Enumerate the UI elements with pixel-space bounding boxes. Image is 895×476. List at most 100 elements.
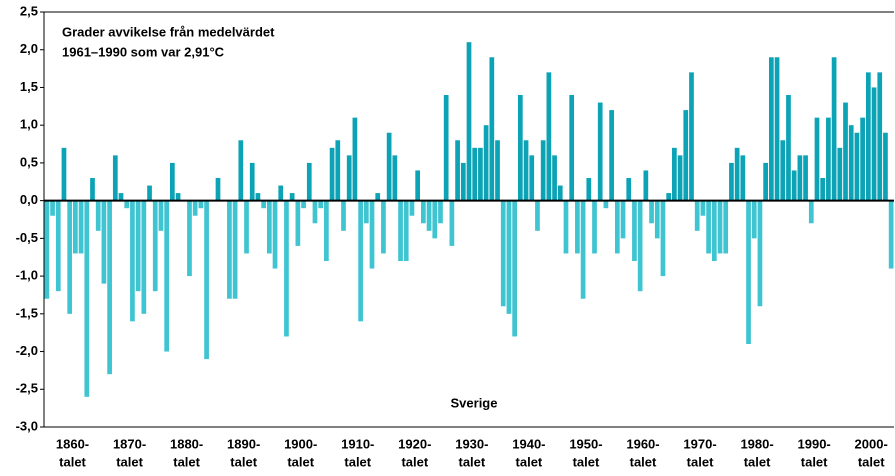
x-tick-label: talet	[116, 454, 143, 469]
y-tick-label: -1,5	[16, 305, 38, 320]
bar	[232, 200, 238, 299]
bar	[398, 200, 403, 261]
y-tick-label: -1,0	[16, 268, 38, 283]
bar	[677, 155, 683, 201]
bar	[135, 200, 141, 292]
bar	[152, 200, 158, 292]
bar	[301, 200, 306, 209]
x-tick-label: 1900-	[284, 436, 317, 451]
y-tick-label: 1,0	[20, 117, 38, 132]
bar	[512, 200, 517, 337]
bar	[877, 72, 883, 201]
x-tick-label: talet	[516, 454, 543, 469]
bar	[820, 178, 826, 201]
bar	[204, 200, 209, 360]
bar	[557, 185, 563, 201]
bar	[831, 57, 837, 201]
x-tick-label: 1910-	[341, 436, 374, 451]
bar	[694, 200, 700, 231]
bar	[797, 155, 803, 201]
bar	[540, 140, 546, 201]
bar	[324, 200, 329, 261]
bar	[575, 200, 580, 254]
bar	[432, 200, 438, 239]
bar	[90, 178, 95, 201]
bar	[614, 200, 620, 254]
x-tick-label: talet	[287, 454, 314, 469]
y-tick-label: -2,5	[16, 381, 38, 396]
bar	[284, 200, 289, 337]
bar	[44, 200, 50, 299]
bar	[272, 200, 278, 269]
y-tick-label: -3,0	[16, 418, 38, 433]
x-tick-label: 2000-	[855, 436, 888, 451]
annotation: Sverige	[451, 395, 498, 410]
bar	[175, 193, 181, 201]
bar	[249, 162, 255, 201]
bar	[335, 140, 341, 201]
bar	[808, 200, 814, 224]
bar	[61, 147, 67, 201]
x-tick-label: 1950-	[569, 436, 602, 451]
bar	[552, 155, 557, 201]
x-tick-label: 1870-	[113, 436, 146, 451]
bar	[78, 200, 84, 254]
bar	[101, 200, 107, 284]
x-tick-label: talet	[230, 454, 257, 469]
y-tick-label: 0,5	[20, 154, 38, 169]
bar	[112, 155, 118, 201]
bar	[369, 200, 375, 269]
bar	[147, 185, 152, 201]
bar	[506, 200, 512, 314]
bar	[466, 42, 472, 201]
bar	[746, 200, 751, 344]
bar	[768, 57, 774, 201]
bar	[843, 102, 848, 201]
bar	[289, 193, 295, 201]
x-tick-label: talet	[344, 454, 371, 469]
x-tick-label: talet	[573, 454, 600, 469]
bar	[689, 72, 694, 201]
bar	[124, 200, 130, 209]
bar	[244, 200, 249, 254]
x-tick-label: talet	[744, 454, 771, 469]
bar	[295, 200, 301, 246]
x-tick-label: 1930-	[455, 436, 488, 451]
bar	[837, 147, 843, 201]
bar	[266, 200, 272, 254]
x-tick-label: 1940-	[512, 436, 545, 451]
bar	[774, 57, 780, 201]
y-tick-label: 1,5	[20, 79, 38, 94]
bar	[358, 200, 363, 322]
bar	[306, 162, 312, 201]
bar	[734, 147, 740, 201]
x-tick-label: 1980-	[740, 436, 773, 451]
bar	[649, 200, 654, 224]
bar	[187, 200, 192, 277]
chart-title-line: Grader avvikelse från medelvärdet	[62, 24, 275, 39]
bar	[118, 193, 124, 201]
bar	[141, 200, 147, 314]
y-tick-label: -2,0	[16, 343, 38, 358]
x-tick-label: talet	[687, 454, 714, 469]
bar	[517, 95, 523, 201]
bar	[814, 117, 820, 201]
bar	[717, 200, 723, 254]
bar	[711, 200, 717, 261]
bar	[381, 200, 386, 254]
bar	[563, 200, 569, 254]
x-tick-label: talet	[458, 454, 485, 469]
bar	[592, 200, 597, 254]
bar	[569, 95, 575, 201]
y-tick-label: 2,0	[20, 41, 38, 56]
bar	[666, 193, 672, 201]
bar	[723, 200, 729, 254]
bar	[449, 200, 455, 246]
bar	[643, 170, 649, 201]
bar	[495, 140, 500, 201]
bar	[483, 125, 489, 201]
bar	[609, 110, 614, 201]
bar	[580, 200, 586, 299]
bar	[500, 200, 506, 307]
